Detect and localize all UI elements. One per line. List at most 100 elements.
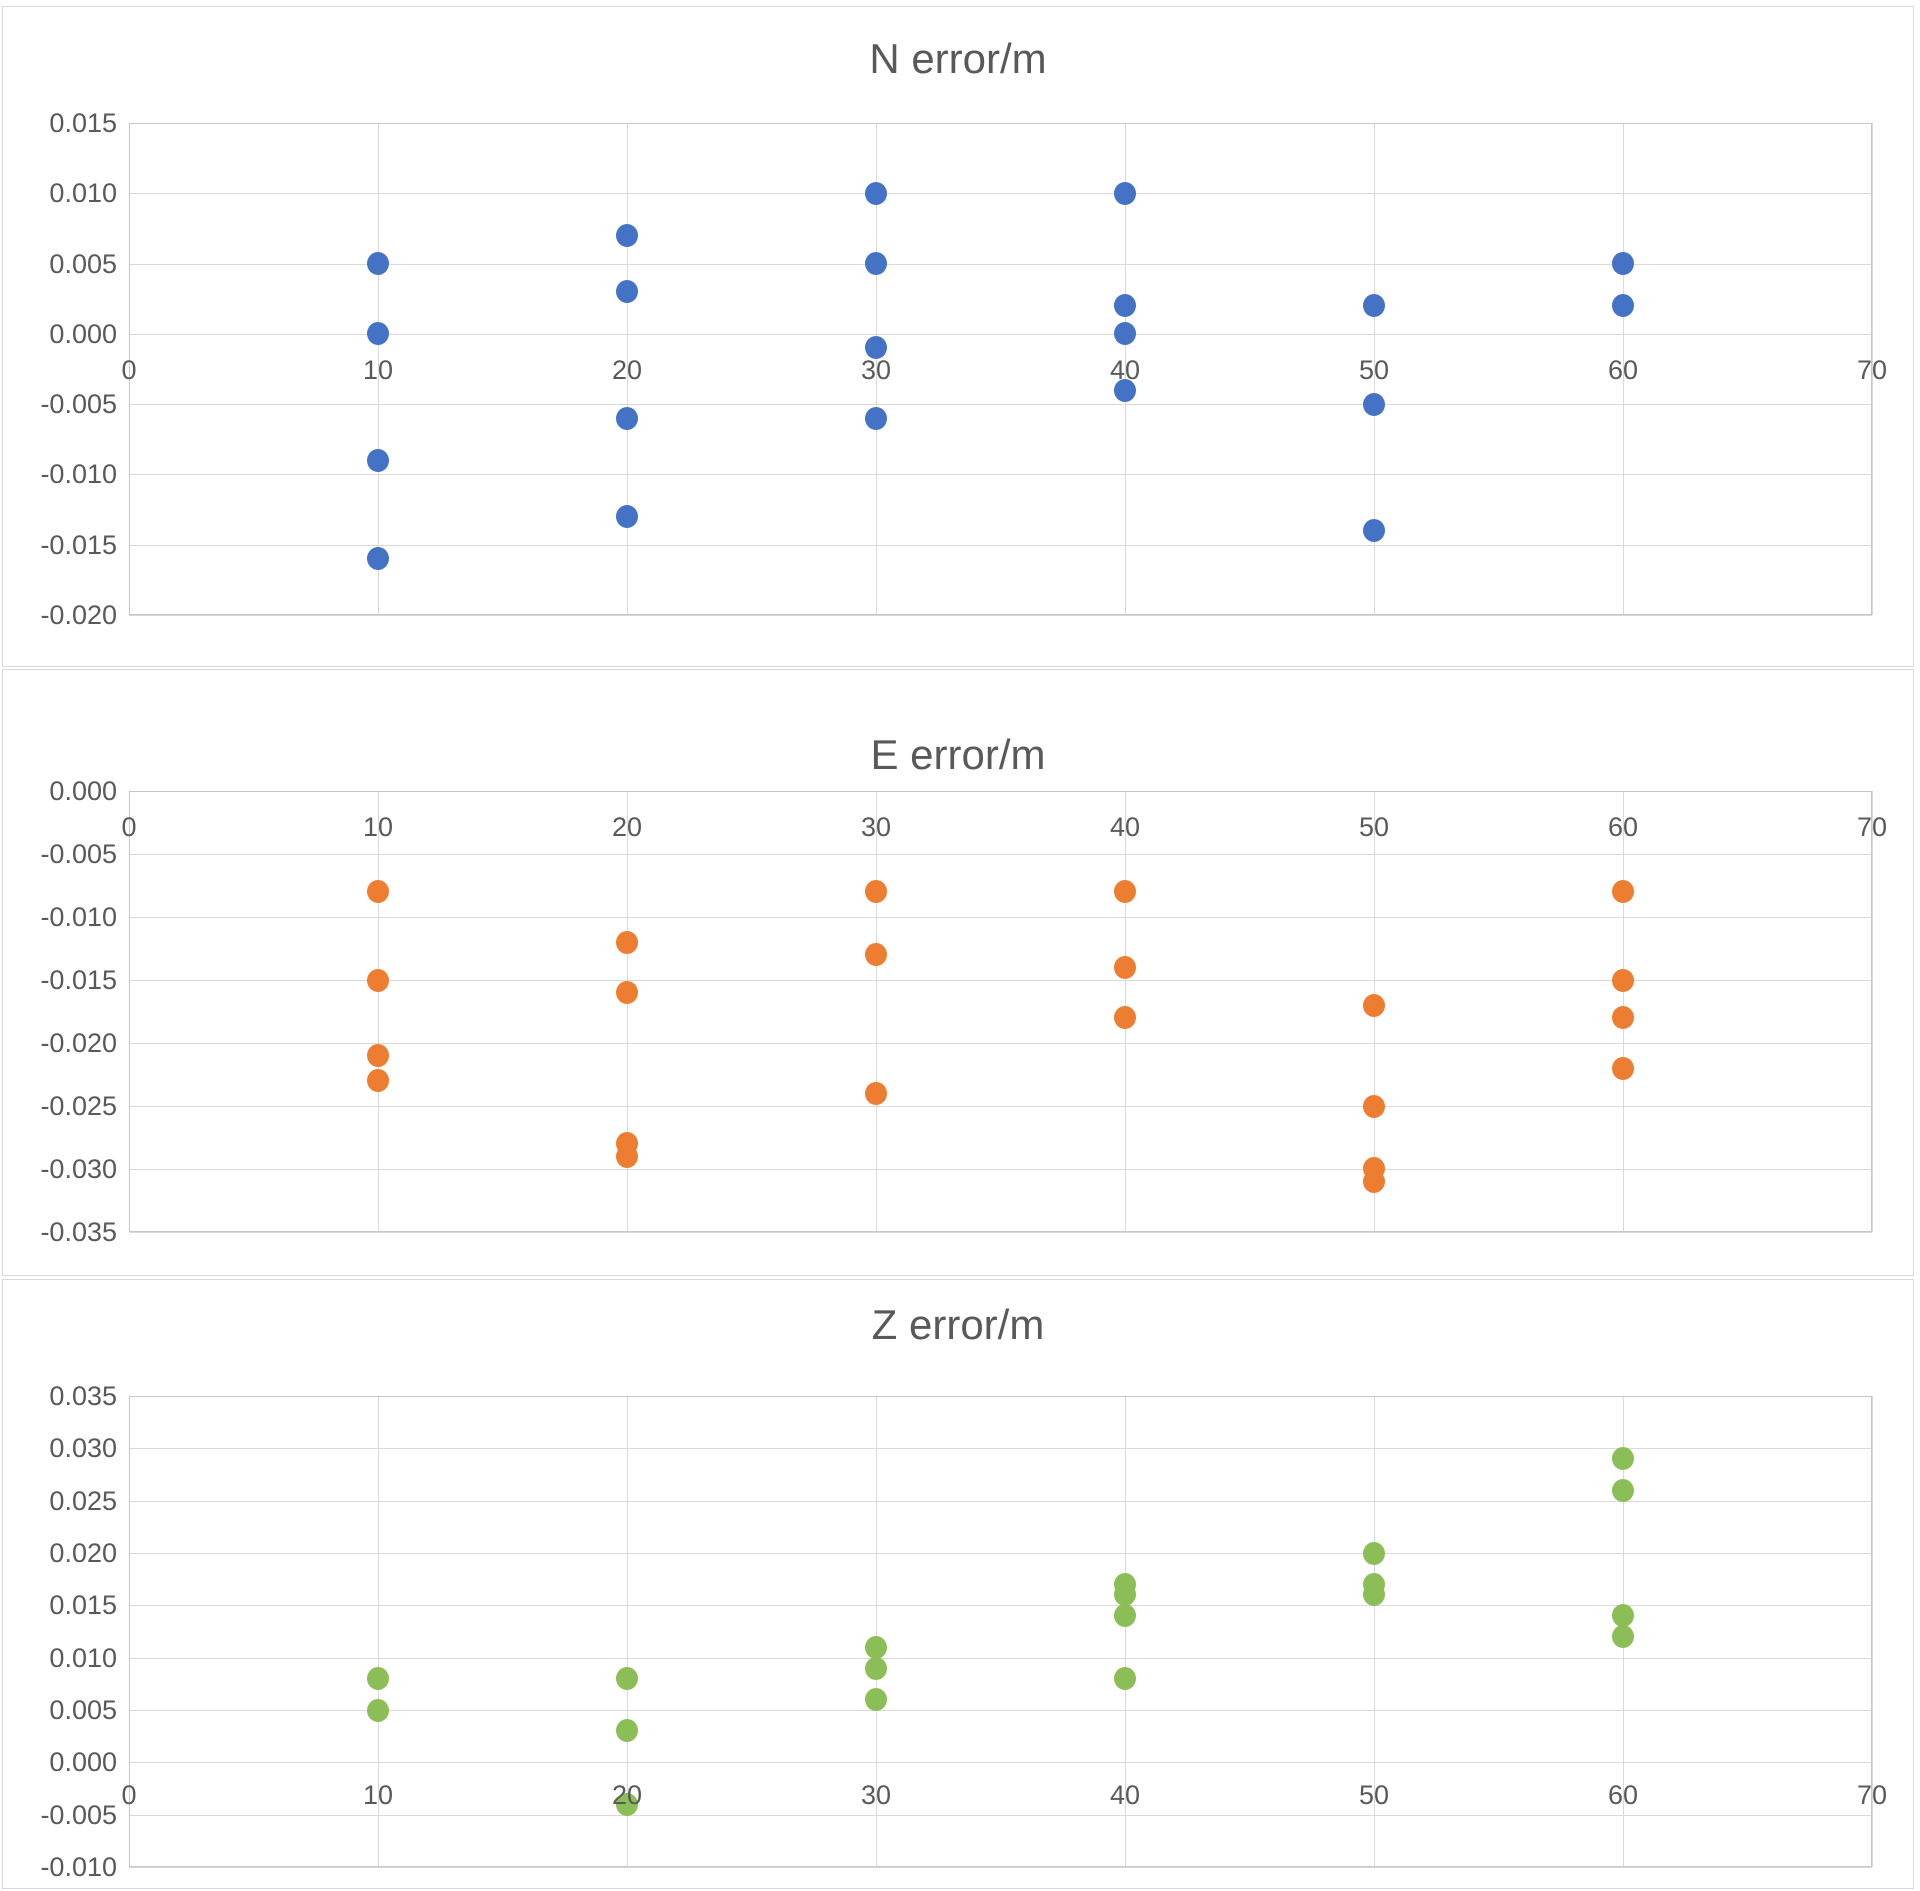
data-point[interactable]: [367, 252, 389, 275]
data-point[interactable]: [1114, 1667, 1136, 1690]
data-point[interactable]: [1612, 1604, 1634, 1627]
data-point[interactable]: [616, 1145, 638, 1168]
y-axis-tick-label: -0.015: [40, 530, 117, 560]
data-point[interactable]: [367, 1699, 389, 1722]
x-axis-tick-label: 10: [362, 812, 394, 842]
x-axis-tick-label: 0: [121, 1780, 137, 1810]
y-gridline: [129, 1232, 1872, 1233]
x-axis-tick-label: 30: [860, 355, 892, 385]
data-point[interactable]: [616, 981, 638, 1004]
y-gridline: [129, 1169, 1872, 1170]
data-point[interactable]: [1114, 379, 1136, 402]
data-point[interactable]: [616, 931, 638, 954]
data-point[interactable]: [1363, 1542, 1385, 1565]
data-point[interactable]: [1363, 1583, 1385, 1606]
data-point[interactable]: [865, 1657, 887, 1680]
data-point[interactable]: [1612, 252, 1634, 275]
data-point[interactable]: [1114, 182, 1136, 205]
data-point[interactable]: [367, 449, 389, 472]
x-axis-tick-label: 60: [1607, 355, 1639, 385]
data-point[interactable]: [1612, 1057, 1634, 1080]
data-point[interactable]: [1114, 1604, 1136, 1627]
data-point[interactable]: [1612, 1479, 1634, 1502]
data-point[interactable]: [1612, 294, 1634, 317]
y-gridline: [129, 474, 1872, 475]
data-point[interactable]: [1612, 1447, 1634, 1470]
data-point[interactable]: [865, 880, 887, 903]
data-point[interactable]: [1114, 322, 1136, 345]
data-point[interactable]: [1114, 880, 1136, 903]
data-point[interactable]: [1363, 994, 1385, 1017]
y-axis-tick-label: -0.035: [40, 1217, 117, 1247]
data-point[interactable]: [1363, 1095, 1385, 1118]
chart-title-z-error: Z error/m: [871, 1301, 1045, 1348]
y-axis-tick-label: -0.005: [40, 389, 117, 419]
data-point[interactable]: [616, 1667, 638, 1690]
data-point[interactable]: [367, 880, 389, 903]
x-axis-tick-label: 60: [1607, 812, 1639, 842]
data-point[interactable]: [616, 407, 638, 430]
plot-area: [129, 1396, 1872, 1867]
data-point[interactable]: [616, 1793, 638, 1816]
data-point[interactable]: [367, 969, 389, 992]
data-point[interactable]: [1612, 1625, 1634, 1648]
y-gridline: [129, 917, 1872, 918]
x-gridline: [1374, 123, 1375, 615]
data-point[interactable]: [865, 943, 887, 966]
data-point[interactable]: [865, 1636, 887, 1659]
data-point[interactable]: [1612, 880, 1634, 903]
data-point[interactable]: [865, 336, 887, 359]
data-point[interactable]: [616, 224, 638, 247]
y-gridline: [129, 1106, 1872, 1107]
chart-panel-n-error: N error/m 0.015 0.010 0.005 0.000 -0.005 -0.0…: [2, 6, 1914, 667]
x-axis-tick-label: 20: [611, 1780, 643, 1810]
data-point[interactable]: [865, 1082, 887, 1105]
data-point[interactable]: [865, 182, 887, 205]
y-axis-tick-label: 0.015: [49, 108, 117, 138]
x-axis-tick-label: 40: [1109, 355, 1141, 385]
x-gridline: [627, 791, 628, 1232]
data-point[interactable]: [367, 547, 389, 570]
x-gridline: [876, 123, 877, 615]
y-gridline: [129, 1867, 1872, 1868]
x-axis-tick-label: 0: [121, 812, 137, 842]
data-point[interactable]: [1363, 393, 1385, 416]
x-gridline: [378, 791, 379, 1232]
plot-area: [129, 791, 1872, 1232]
data-point[interactable]: [1612, 969, 1634, 992]
y-axis-tick-label: 0.000: [49, 776, 117, 806]
data-point[interactable]: [1114, 956, 1136, 979]
data-point[interactable]: [865, 407, 887, 430]
y-gridline: [129, 545, 1872, 546]
x-gridline: [1872, 123, 1873, 615]
data-point[interactable]: [367, 322, 389, 345]
data-point[interactable]: [1612, 1006, 1634, 1029]
data-point[interactable]: [1363, 294, 1385, 317]
data-point[interactable]: [1363, 519, 1385, 542]
y-axis-tick-label: 0.000: [49, 319, 117, 349]
data-point[interactable]: [1114, 1006, 1136, 1029]
x-axis-tick-label: 10: [362, 1780, 394, 1810]
chart-panel-z-error: Z error/m 0.035 0.030 0.025 0.020 0.015 0.010…: [2, 1279, 1914, 1889]
data-point[interactable]: [367, 1069, 389, 1092]
x-axis-tick-label: 40: [1109, 812, 1141, 842]
x-gridline: [378, 123, 379, 615]
data-point[interactable]: [1363, 1170, 1385, 1193]
data-point[interactable]: [865, 1688, 887, 1711]
data-point[interactable]: [616, 280, 638, 303]
x-axis-tick-label: 20: [611, 812, 643, 842]
data-point[interactable]: [616, 1719, 638, 1742]
y-axis-tick-label: 0.000: [49, 1747, 117, 1777]
y-gridline: [129, 1605, 1872, 1606]
data-point[interactable]: [616, 505, 638, 528]
data-point[interactable]: [865, 252, 887, 275]
data-point[interactable]: [367, 1667, 389, 1690]
data-point[interactable]: [367, 1044, 389, 1067]
data-point[interactable]: [1114, 294, 1136, 317]
x-gridline: [1872, 791, 1873, 1232]
y-axis-tick-label: -0.025: [40, 1091, 117, 1121]
x-axis-tick-label: 0: [121, 355, 137, 385]
y-axis-tick-label: -0.005: [40, 1800, 117, 1830]
data-point[interactable]: [1114, 1583, 1136, 1606]
x-axis-tick-label: 30: [860, 1780, 892, 1810]
